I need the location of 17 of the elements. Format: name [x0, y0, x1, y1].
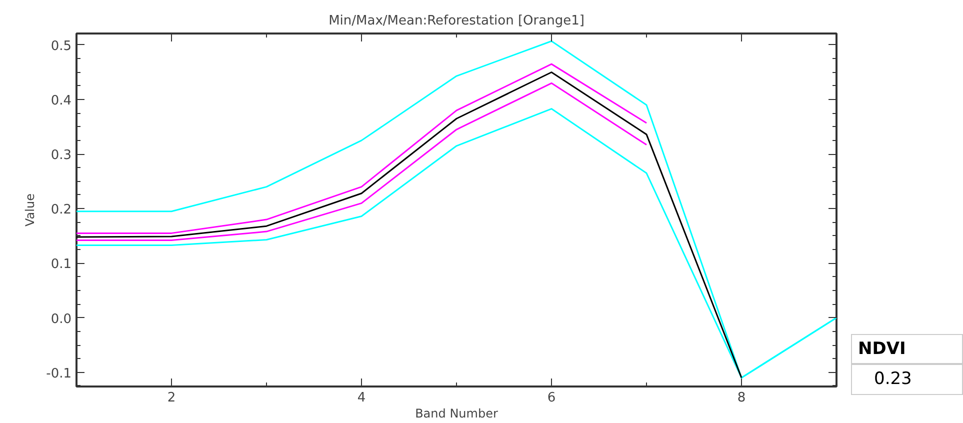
chart-title: Min/Max/Mean:Reforestation [Orange1]	[328, 14, 584, 28]
x-tick-label: 8	[737, 390, 746, 406]
x-tick-label: 2	[167, 390, 176, 406]
y-tick-label: -0.1	[46, 366, 72, 382]
x-tick-label: 4	[357, 390, 366, 406]
y-tick-label: 0.2	[50, 202, 72, 218]
text: 0.23	[851, 364, 963, 395]
text: NDVI	[851, 334, 963, 364]
y-tick-label: 0.0	[50, 312, 72, 327]
y-axis-title: Value	[23, 194, 38, 226]
y-tick-label: 0.4	[50, 94, 72, 109]
y-tick-label: 0.3	[50, 148, 72, 164]
y-tick-label: 0.5	[50, 38, 72, 54]
x-axis-title: Band Number	[415, 406, 498, 420]
y-tick-label: 0.1	[50, 257, 72, 272]
line-series	[76, 71, 742, 379]
x-tick-label: 6	[547, 390, 556, 406]
